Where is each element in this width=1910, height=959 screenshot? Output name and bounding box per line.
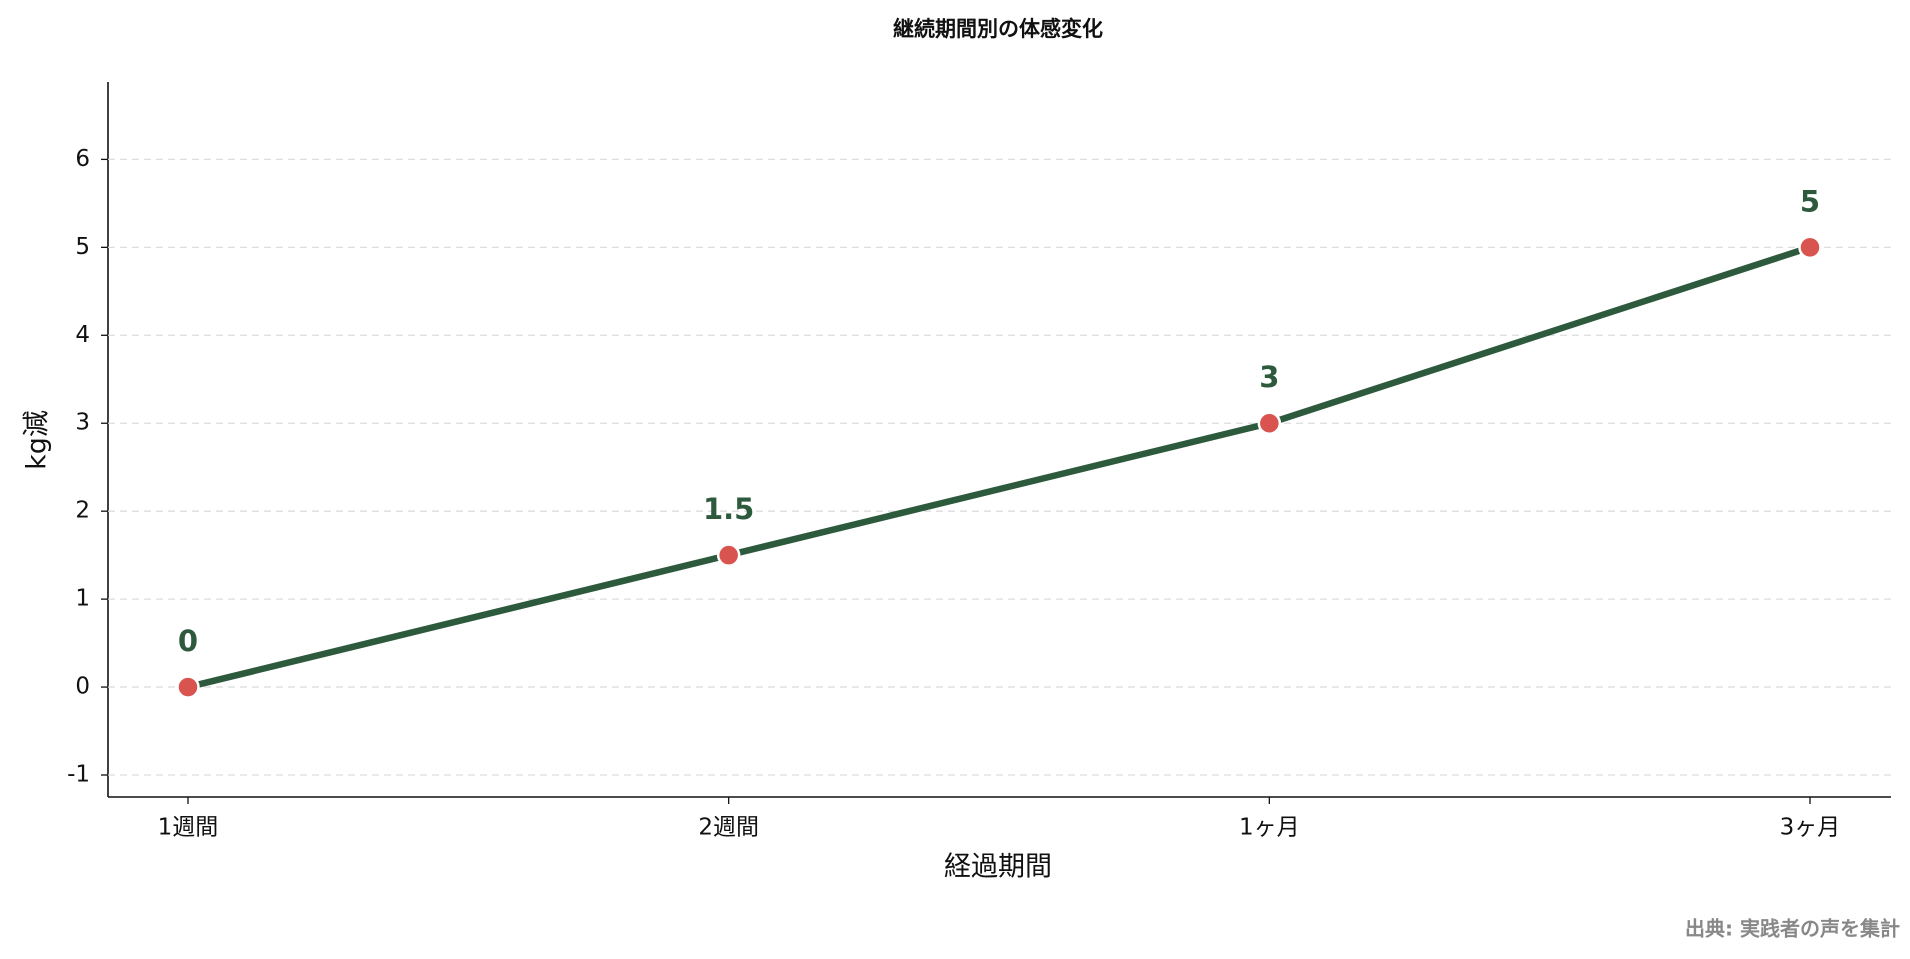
value-label: 5: [1800, 184, 1820, 218]
x-tick-label: 1週間: [158, 815, 219, 841]
x-tick-label: 3ヶ月: [1780, 815, 1841, 841]
y-tick-label: 4: [75, 322, 90, 348]
source-note: 出典: 実践者の声を集計: [1685, 917, 1900, 941]
point-marker: [716, 543, 741, 567]
series-line: [187, 244, 1812, 691]
y-tick-label: 2: [75, 498, 90, 524]
y-tick-label: 6: [75, 146, 90, 172]
chart-title: 継続期間別の体感変化: [893, 17, 1103, 41]
x-axis-label: 経過期間: [944, 852, 1052, 883]
point-marker: [1257, 411, 1282, 435]
y-tick-label: 3: [75, 410, 90, 436]
point-marker: [1798, 235, 1822, 260]
point-marker: [176, 675, 200, 699]
y-tick-label: 5: [75, 234, 90, 260]
y-tick-label: 0: [75, 674, 90, 700]
value-label: 1.5: [703, 492, 754, 526]
y-tick-label: 1: [75, 586, 90, 612]
y-tick-label: -1: [67, 762, 90, 788]
x-tick-label: 1ヶ月: [1239, 815, 1300, 841]
value-label: 3: [1259, 360, 1279, 394]
value-label: 0: [178, 624, 198, 658]
y-axis-label: kg減: [22, 410, 53, 470]
x-tick-label: 2週間: [698, 815, 759, 841]
